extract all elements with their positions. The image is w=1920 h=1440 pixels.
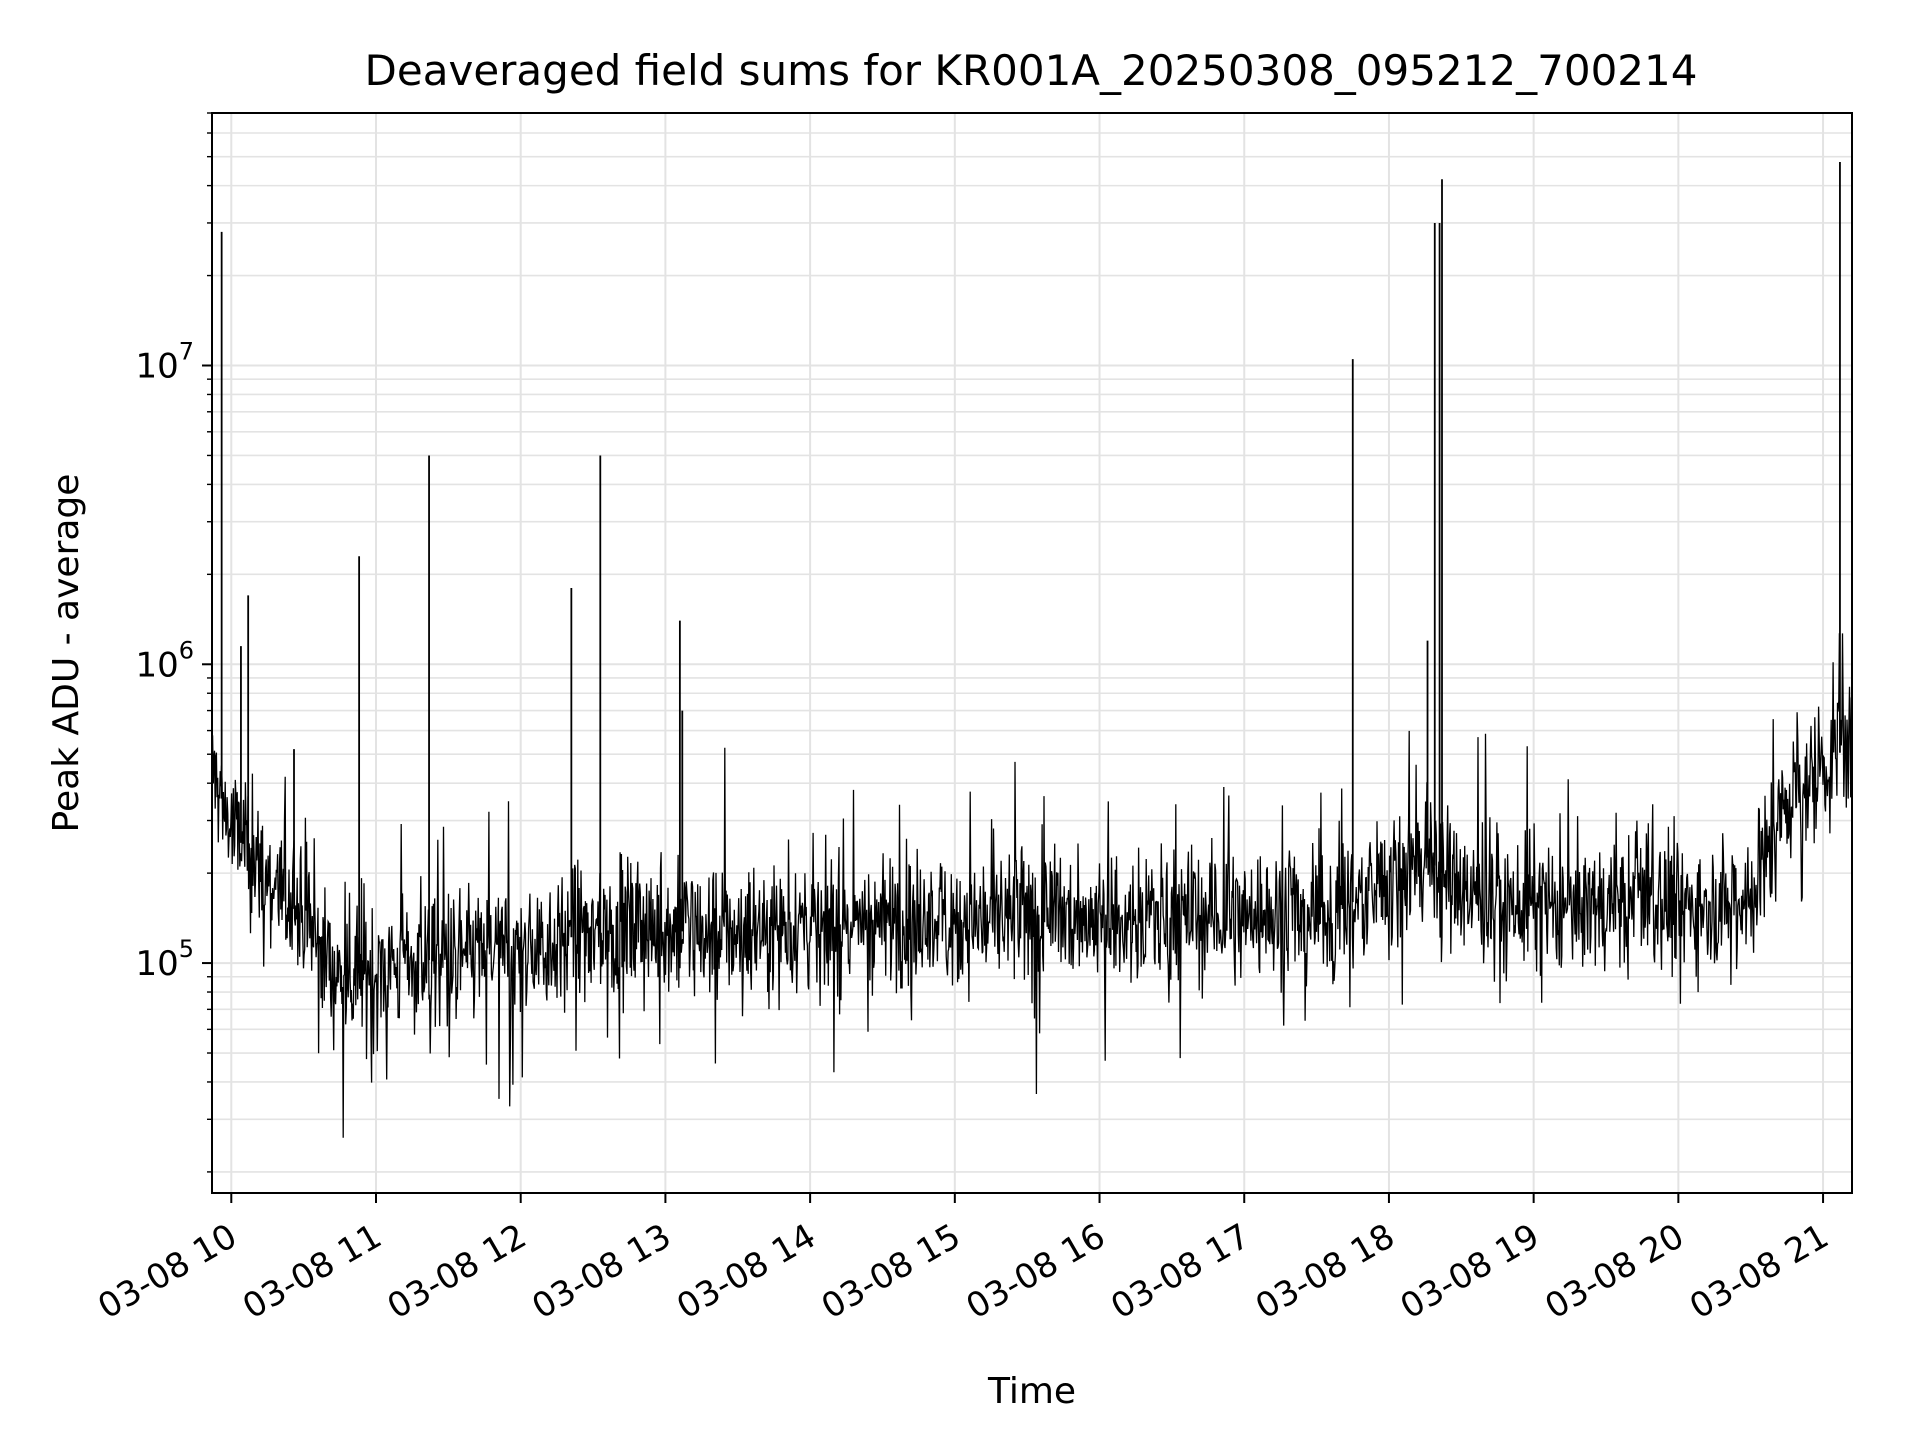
x-tick-label: 03-08 14 [670, 1216, 822, 1327]
y-axis-label: Peak ADU - average [46, 474, 87, 833]
y-tick-label: 107 [135, 338, 194, 387]
x-tick-label: 03-08 12 [381, 1216, 533, 1327]
baseline-series-line [211, 633, 1853, 1138]
x-tick-label: 03-08 11 [236, 1216, 388, 1327]
x-tick-label: 03-08 13 [526, 1216, 678, 1327]
x-tick-label: 03-08 18 [1249, 1216, 1401, 1327]
chart-title: Deaveraged field sums for KR001A_2025030… [365, 46, 1698, 95]
grid-lines [212, 112, 1852, 1193]
x-tick-label: 03-08 20 [1538, 1216, 1690, 1327]
x-tick-label: 03-08 19 [1394, 1216, 1546, 1327]
y-tick-label: 106 [135, 636, 194, 685]
plot-frame [211, 112, 1853, 1194]
x-tick-label: 03-08 21 [1683, 1216, 1835, 1327]
y-tick-label: 105 [135, 935, 194, 984]
x-tick-label: 03-08 17 [1104, 1216, 1256, 1327]
x-axis-label: Time [987, 1371, 1076, 1412]
x-tick-label: 03-08 16 [960, 1216, 1112, 1327]
plot-area [211, 161, 1853, 1138]
x-tick-label: 03-08 10 [91, 1216, 243, 1327]
y-axis-ticks: 105 106 107 [135, 112, 212, 1173]
x-tick-label: 03-08 15 [815, 1216, 967, 1327]
